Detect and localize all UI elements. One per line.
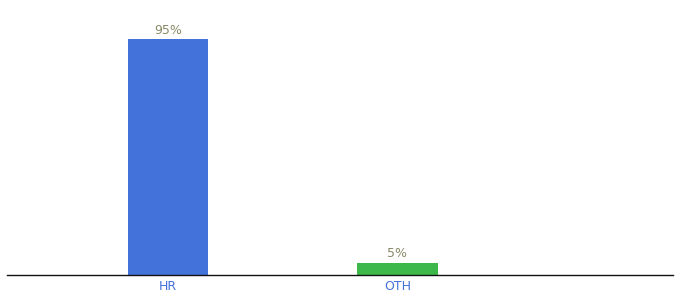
Bar bbox=[128, 39, 208, 275]
Text: 5%: 5% bbox=[388, 247, 407, 260]
Bar bbox=[357, 263, 438, 275]
Text: 95%: 95% bbox=[154, 24, 182, 37]
